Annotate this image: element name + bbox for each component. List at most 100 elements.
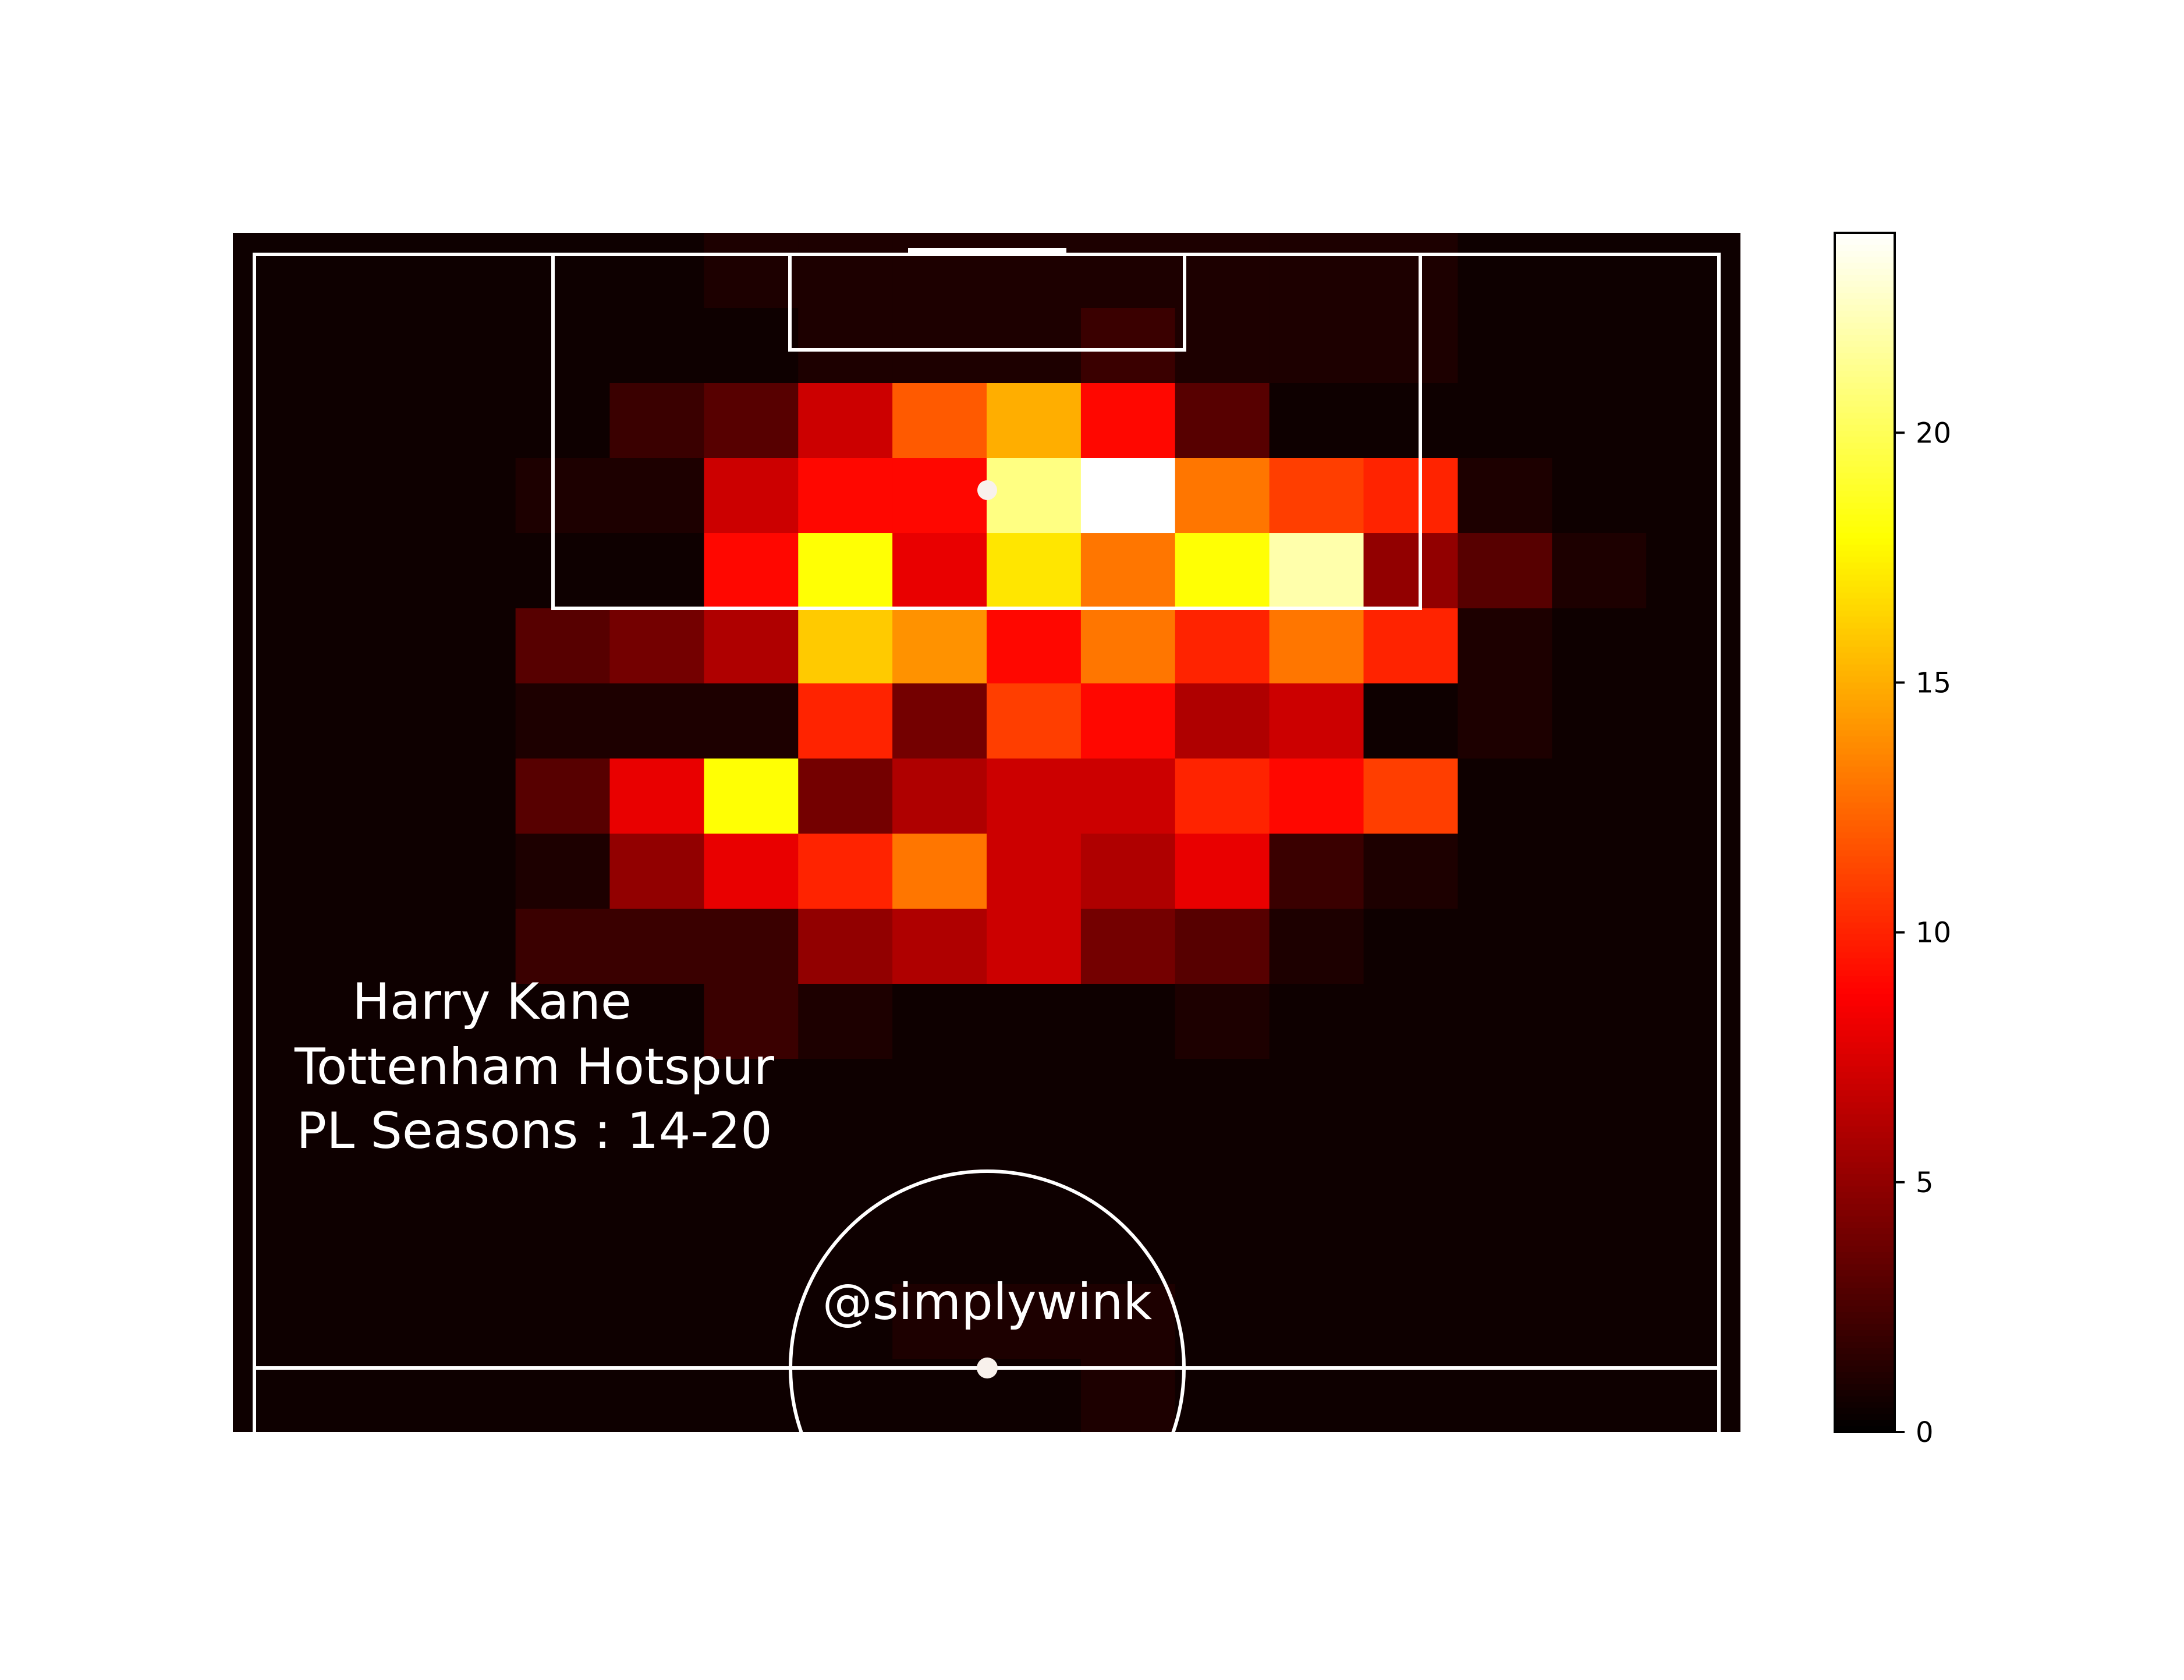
colorbar-segment [1835,718,1895,725]
colorbar-segment [1835,1264,1895,1271]
heatmap-cell [1363,1209,1458,1285]
heatmap-cell [1080,683,1176,759]
heatmap-cell [1458,834,1552,909]
colorbar-segment [1835,442,1895,449]
heatmap-cell [1363,308,1458,384]
colorbar-segment [1835,754,1895,761]
colorbar-segment [1835,670,1895,677]
six-yard-box-line [788,253,1186,352]
colorbar-segment [1835,970,1895,977]
colorbar-tick-label: 0 [1916,1416,1934,1449]
heatmap-cell [1080,1059,1176,1135]
heatmap-cell [515,759,611,834]
heatmap-cell [987,683,1082,759]
colorbar-segment [1835,616,1895,623]
colorbar-segment [1835,1006,1895,1013]
heatmap-cell [1363,984,1458,1059]
heatmap-cell [515,458,611,534]
colorbar-segment [1835,533,1895,540]
heatmap-cell [327,308,422,384]
heatmap-cell [1646,909,1740,984]
heatmap-cell [1363,233,1458,309]
heatmap-cell [1458,1134,1552,1210]
colorbar-segment [1835,892,1895,899]
colorbar-segment [1835,1198,1895,1205]
heatmap-cell [421,984,516,1059]
colorbar-segment [1835,353,1895,360]
colorbar-segment [1835,1210,1895,1217]
colorbar-segment [1835,1036,1895,1043]
heatmap-cell [1363,683,1458,759]
heatmap-cell [609,533,704,609]
heatmap-cell [798,909,893,984]
colorbar-segment [1835,479,1895,485]
colorbar-segment [1835,293,1895,300]
heatmap-cell [1552,383,1647,459]
colorbar-segment [1835,335,1895,342]
heatmap-cell [1175,383,1270,459]
heatmap-cell [515,308,611,384]
heatmap-cell [1646,834,1740,909]
colorbar-segment [1835,1096,1895,1103]
pitch-area: Harry Kane Tottenham Hotspur PL Seasons … [233,233,1740,1432]
heatmap-cell [1175,233,1270,309]
heatmap-cell [1646,383,1740,459]
colorbar-segment [1835,346,1895,353]
colorbar-segment [1835,1150,1895,1157]
heatmap-cell [1175,308,1270,384]
heatmap-cell [798,1359,893,1432]
colorbar-segment [1835,1360,1895,1367]
colorbar-segment [1835,413,1895,420]
heatmap-cell [421,909,516,984]
heatmap-cell [515,984,611,1059]
colorbar-segment [1835,286,1895,293]
colorbar-segment [1835,1216,1895,1223]
heatmap-cell [987,909,1082,984]
colorbar-segment [1835,359,1895,366]
heatmap-cell [515,233,611,309]
heatmap-cell [609,683,704,759]
heatmap-cell [1646,308,1740,384]
colorbar-segment [1835,515,1895,522]
colorbar-segment [1835,1012,1895,1019]
colorbar-segment [1835,1108,1895,1115]
colorbar-segment [1835,1000,1895,1007]
heatmap-cell [1269,458,1364,534]
colorbar-segment [1835,460,1895,467]
colorbar-segment [1835,299,1895,306]
colorbar-segment [1835,239,1895,246]
heatmap-cell [609,608,704,684]
colorbar-segment [1835,635,1895,641]
colorbar-segment [1835,263,1895,270]
colorbar-segment [1835,497,1895,504]
heatmap-cell [1363,383,1458,459]
heatmap-cell [421,1134,516,1210]
heatmap-cell [892,1284,987,1360]
heatmap-cell [704,383,799,459]
heatmap-cell [233,308,328,384]
colorbar-segment [1835,790,1895,797]
heatmap-cell [892,759,987,834]
heatmap-cell [987,608,1082,684]
colorbar-segment [1835,562,1895,569]
colorbar-frame [1834,232,1896,1433]
heatmap-cell [1080,1284,1176,1360]
heatmap-cell [1646,759,1740,834]
heatmap-cell [421,533,516,609]
heatmap-cell [704,608,799,684]
colorbar-segment [1835,466,1895,473]
heatmap-cell [1552,759,1647,834]
colorbar-segment [1835,1354,1895,1361]
colorbar-segment [1835,388,1895,395]
colorbar-segment [1835,1294,1895,1301]
colorbar-segment [1835,250,1895,257]
colorbar-segment [1835,557,1895,563]
heatmap-cell [1363,759,1458,834]
colorbar-segment [1835,694,1895,701]
colorbar-segment [1835,1366,1895,1373]
heatmap-cell [327,383,422,459]
heatmap-cell [233,533,328,609]
colorbar-segment [1835,682,1895,689]
colorbar-tick-label: 10 [1916,917,1951,949]
colorbar-segment [1835,382,1895,389]
